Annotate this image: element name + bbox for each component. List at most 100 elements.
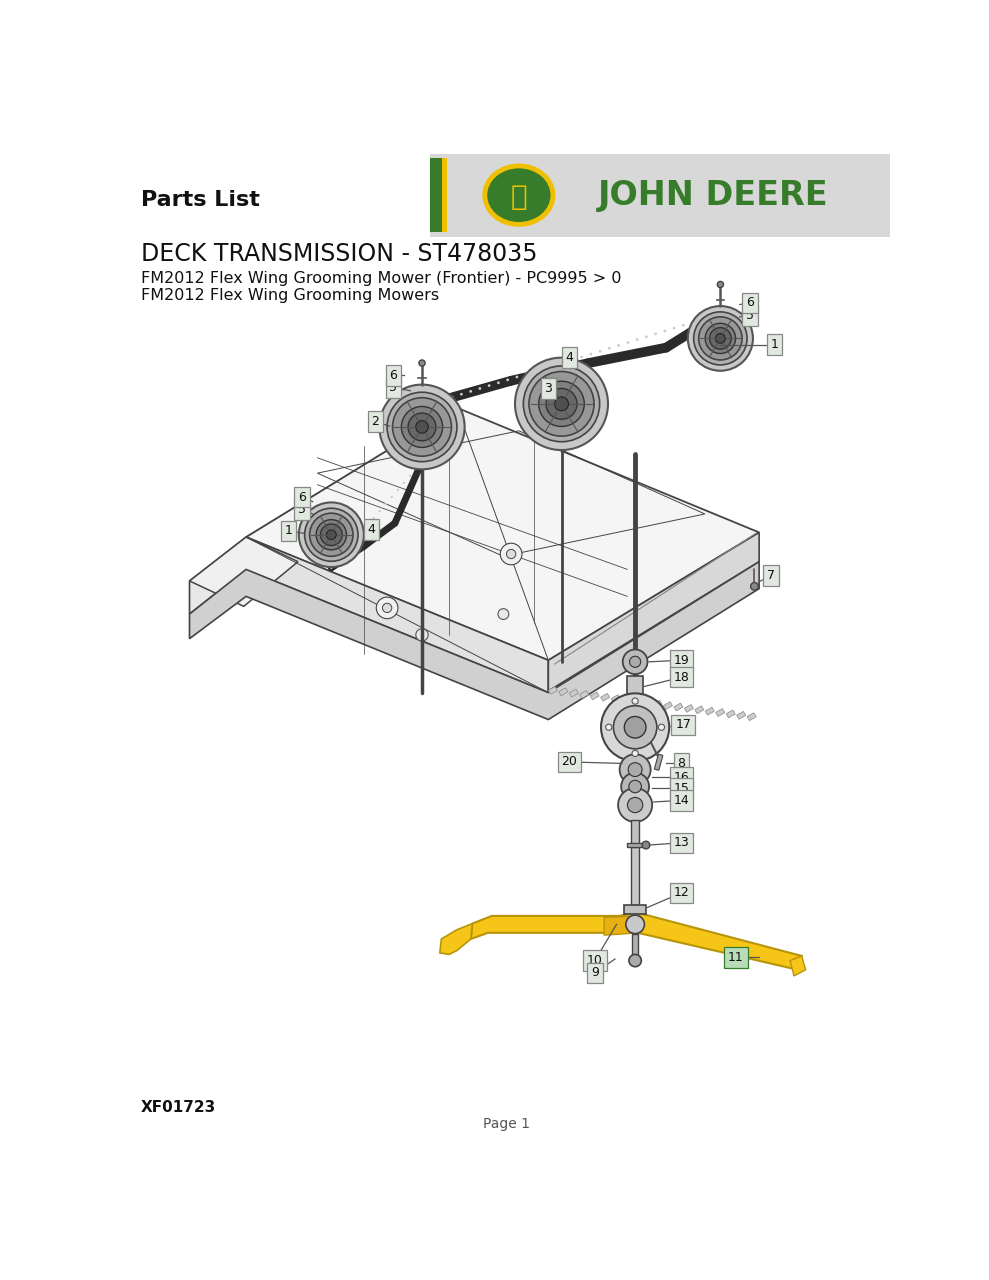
Polygon shape	[246, 538, 548, 692]
Text: 3: 3	[544, 381, 552, 396]
Polygon shape	[604, 916, 639, 936]
Bar	[632, 698, 641, 705]
Circle shape	[397, 489, 399, 492]
Bar	[653, 700, 662, 708]
Bar	[674, 703, 683, 710]
Circle shape	[562, 361, 565, 364]
Circle shape	[693, 312, 747, 365]
Circle shape	[376, 596, 398, 618]
Text: 17: 17	[675, 718, 691, 731]
Circle shape	[515, 357, 608, 451]
Circle shape	[608, 347, 611, 349]
Text: 19: 19	[674, 654, 689, 667]
Bar	[726, 710, 735, 718]
Circle shape	[709, 328, 731, 349]
Circle shape	[497, 381, 499, 384]
Circle shape	[419, 360, 425, 366]
Circle shape	[546, 388, 577, 420]
Circle shape	[320, 524, 342, 545]
Text: 16: 16	[674, 771, 689, 783]
Polygon shape	[790, 956, 806, 975]
Bar	[600, 694, 609, 701]
Circle shape	[379, 509, 381, 512]
Bar	[631, 819, 639, 846]
Bar	[627, 676, 643, 698]
Text: 6: 6	[298, 490, 306, 503]
Text: 7: 7	[766, 570, 774, 582]
Ellipse shape	[485, 166, 553, 224]
Text: 12: 12	[674, 886, 689, 900]
Bar	[548, 686, 558, 694]
Polygon shape	[246, 408, 760, 660]
Text: 1: 1	[285, 525, 293, 538]
Bar	[621, 696, 631, 704]
Circle shape	[682, 324, 684, 326]
Circle shape	[621, 773, 649, 800]
Circle shape	[605, 724, 612, 731]
Bar	[643, 699, 652, 707]
Circle shape	[326, 530, 336, 540]
Circle shape	[506, 379, 509, 381]
Circle shape	[626, 342, 629, 344]
Bar	[627, 842, 643, 847]
Circle shape	[629, 955, 641, 966]
Circle shape	[543, 367, 546, 370]
Text: 18: 18	[674, 671, 689, 684]
Circle shape	[348, 545, 351, 548]
Text: 5: 5	[390, 381, 398, 394]
Polygon shape	[440, 924, 473, 955]
Circle shape	[687, 306, 753, 371]
Circle shape	[525, 372, 527, 375]
Text: 2: 2	[372, 415, 380, 428]
Circle shape	[403, 481, 405, 484]
Bar	[124, 154, 890, 237]
Circle shape	[642, 841, 650, 849]
Bar	[580, 691, 588, 699]
Circle shape	[659, 724, 665, 731]
Bar	[624, 905, 646, 914]
Circle shape	[383, 603, 392, 613]
Circle shape	[632, 750, 638, 756]
Circle shape	[380, 384, 465, 470]
Text: 4: 4	[368, 522, 376, 536]
Text: Page 1: Page 1	[483, 1116, 530, 1130]
Circle shape	[539, 381, 584, 426]
Circle shape	[553, 364, 555, 367]
Circle shape	[632, 698, 638, 704]
Bar	[559, 687, 568, 695]
Circle shape	[336, 559, 338, 562]
Circle shape	[393, 398, 451, 456]
Circle shape	[613, 705, 657, 749]
Circle shape	[751, 582, 759, 590]
Circle shape	[402, 407, 443, 448]
Circle shape	[415, 421, 428, 433]
Polygon shape	[190, 538, 298, 607]
Circle shape	[469, 390, 472, 393]
Circle shape	[408, 413, 436, 440]
Circle shape	[354, 539, 357, 540]
Circle shape	[617, 344, 620, 347]
Circle shape	[629, 781, 642, 792]
Bar	[430, 159, 442, 232]
Circle shape	[529, 371, 594, 436]
Bar	[632, 933, 638, 956]
Bar	[570, 689, 579, 698]
Circle shape	[500, 543, 522, 564]
Circle shape	[451, 396, 454, 398]
Circle shape	[310, 513, 353, 557]
Text: 5: 5	[746, 308, 754, 321]
Circle shape	[673, 326, 675, 329]
Circle shape	[710, 315, 712, 317]
Circle shape	[360, 531, 363, 534]
Text: JOHN DEERE: JOHN DEERE	[598, 179, 829, 211]
Text: 4: 4	[566, 351, 574, 364]
Circle shape	[618, 788, 652, 822]
Text: DECK TRANSMISSION - ST478035: DECK TRANSMISSION - ST478035	[140, 242, 537, 266]
Circle shape	[506, 549, 516, 558]
Text: 🦌: 🦌	[510, 183, 527, 211]
Circle shape	[555, 397, 569, 411]
Circle shape	[630, 657, 641, 667]
Circle shape	[601, 694, 670, 762]
Circle shape	[479, 387, 482, 390]
Circle shape	[664, 330, 667, 333]
